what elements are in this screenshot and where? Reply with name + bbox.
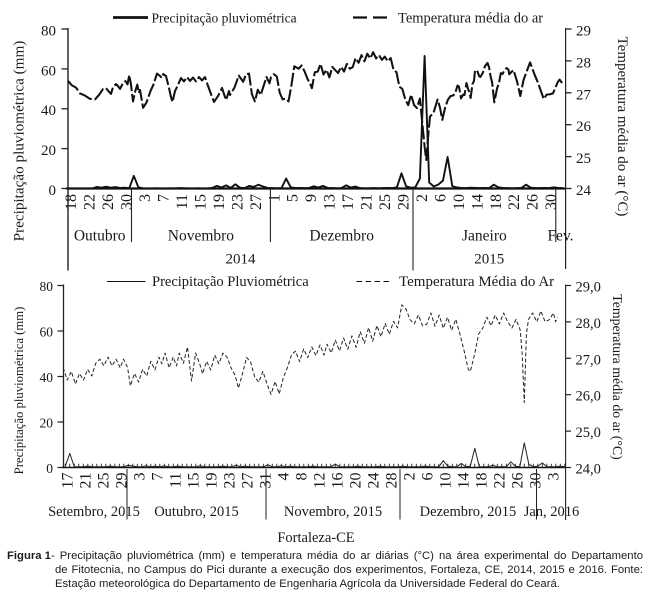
svg-text:Setembro, 2015: Setembro, 2015 xyxy=(48,504,140,520)
svg-text:29: 29 xyxy=(396,194,413,210)
svg-text:Novembro, 2015: Novembro, 2015 xyxy=(284,504,382,520)
svg-text:Precipitação Pluviométrica: Precipitação Pluviométrica xyxy=(152,274,309,290)
svg-text:14: 14 xyxy=(469,194,486,210)
svg-text:6: 6 xyxy=(432,194,449,202)
svg-text:25: 25 xyxy=(377,194,394,210)
svg-text:2: 2 xyxy=(414,194,431,202)
svg-text:12: 12 xyxy=(311,473,328,489)
svg-text:24: 24 xyxy=(365,473,382,489)
svg-text:28: 28 xyxy=(576,55,591,71)
svg-text:20: 20 xyxy=(347,473,364,489)
svg-text:28: 28 xyxy=(383,473,400,489)
svg-text:25: 25 xyxy=(576,151,591,167)
svg-text:1: 1 xyxy=(266,194,283,202)
svg-text:60: 60 xyxy=(41,63,56,79)
svg-text:9: 9 xyxy=(303,194,320,202)
svg-text:11: 11 xyxy=(174,194,191,209)
svg-text:80: 80 xyxy=(41,24,56,40)
svg-text:27: 27 xyxy=(248,194,265,210)
svg-text:2: 2 xyxy=(401,473,418,481)
svg-text:18: 18 xyxy=(63,194,80,210)
svg-text:Jan, 2016: Jan, 2016 xyxy=(524,504,580,520)
svg-text:10: 10 xyxy=(451,194,468,210)
svg-text:21: 21 xyxy=(77,473,94,489)
svg-text:7: 7 xyxy=(149,473,166,481)
svg-text:0: 0 xyxy=(46,461,53,476)
svg-text:3: 3 xyxy=(545,473,562,481)
svg-text:3: 3 xyxy=(131,473,148,481)
svg-text:16: 16 xyxy=(329,473,346,489)
svg-text:18: 18 xyxy=(488,194,505,210)
svg-text:Fev.: Fev. xyxy=(547,228,573,245)
svg-text:4: 4 xyxy=(275,473,292,481)
svg-text:60: 60 xyxy=(40,325,54,340)
svg-text:40: 40 xyxy=(41,103,56,119)
svg-text:22: 22 xyxy=(491,473,508,489)
svg-text:Temperatura média do ar: Temperatura média do ar xyxy=(398,11,543,27)
svg-text:2015: 2015 xyxy=(474,252,504,268)
svg-text:29: 29 xyxy=(113,473,130,489)
svg-text:20: 20 xyxy=(41,143,56,159)
svg-text:22: 22 xyxy=(82,194,99,210)
svg-text:3: 3 xyxy=(137,194,154,202)
svg-text:14: 14 xyxy=(455,473,472,489)
svg-text:Novembro: Novembro xyxy=(168,228,235,245)
svg-text:28,0: 28,0 xyxy=(576,316,601,332)
svg-text:13: 13 xyxy=(322,194,339,210)
svg-text:29: 29 xyxy=(576,24,591,40)
svg-text:6: 6 xyxy=(419,473,436,481)
svg-text:Precipitação pluviométrica (mm: Precipitação pluviométrica (mm) xyxy=(12,307,26,475)
svg-text:Dezembro, 2015: Dezembro, 2015 xyxy=(420,504,517,520)
svg-text:17: 17 xyxy=(340,194,357,210)
svg-text:27: 27 xyxy=(239,473,256,489)
svg-text:Precipitação pluviométrica (mm: Precipitação pluviométrica (mm) xyxy=(11,41,28,242)
svg-text:26: 26 xyxy=(509,473,526,489)
svg-text:27: 27 xyxy=(576,87,592,103)
svg-text:8: 8 xyxy=(293,473,310,481)
svg-text:19: 19 xyxy=(203,473,220,489)
svg-text:19: 19 xyxy=(211,194,228,210)
svg-text:21: 21 xyxy=(359,194,376,210)
svg-text:Janeiro: Janeiro xyxy=(462,228,507,245)
svg-text:30: 30 xyxy=(527,473,544,489)
svg-text:5: 5 xyxy=(285,194,302,202)
svg-text:Precipitação pluviométrica: Precipitação pluviométrica xyxy=(152,11,297,26)
svg-text:Temperatura média do ar (°C): Temperatura média do ar (°C) xyxy=(609,294,625,459)
svg-text:Outubro: Outubro xyxy=(74,228,126,245)
svg-text:11: 11 xyxy=(167,473,184,488)
svg-text:30: 30 xyxy=(543,194,560,210)
svg-text:Dezembro: Dezembro xyxy=(309,228,374,245)
svg-text:26: 26 xyxy=(525,194,542,210)
svg-text:18: 18 xyxy=(473,473,490,489)
svg-text:22: 22 xyxy=(506,194,523,210)
svg-text:7: 7 xyxy=(156,194,173,202)
svg-text:20: 20 xyxy=(40,416,54,431)
svg-text:Outubro, 2015: Outubro, 2015 xyxy=(154,504,239,520)
svg-text:24,0: 24,0 xyxy=(576,462,601,478)
svg-text:26: 26 xyxy=(576,119,592,135)
svg-text:40: 40 xyxy=(40,370,54,385)
svg-text:25,0: 25,0 xyxy=(576,425,601,441)
svg-text:2014: 2014 xyxy=(226,252,257,268)
svg-text:23: 23 xyxy=(229,194,246,210)
svg-text:Temperatura Média do Ar: Temperatura Média do Ar xyxy=(399,274,554,290)
svg-text:80: 80 xyxy=(40,279,54,294)
svg-text:27,0: 27,0 xyxy=(576,352,601,368)
svg-text:Temperatura média do ar (°C): Temperatura média do ar (°C) xyxy=(614,37,630,217)
svg-text:26: 26 xyxy=(100,194,117,210)
svg-text:17: 17 xyxy=(59,473,76,489)
svg-text:30: 30 xyxy=(119,194,136,210)
svg-text:26,0: 26,0 xyxy=(576,389,601,405)
svg-text:23: 23 xyxy=(221,473,238,489)
svg-text:29,0: 29,0 xyxy=(576,280,601,296)
svg-text:10: 10 xyxy=(437,473,454,489)
svg-text:24: 24 xyxy=(576,183,592,199)
svg-text:15: 15 xyxy=(192,194,209,210)
svg-text:15: 15 xyxy=(185,473,202,489)
svg-text:Fortaleza-CE: Fortaleza-CE xyxy=(277,530,354,546)
svg-text:0: 0 xyxy=(49,183,57,199)
svg-text:25: 25 xyxy=(95,473,112,489)
